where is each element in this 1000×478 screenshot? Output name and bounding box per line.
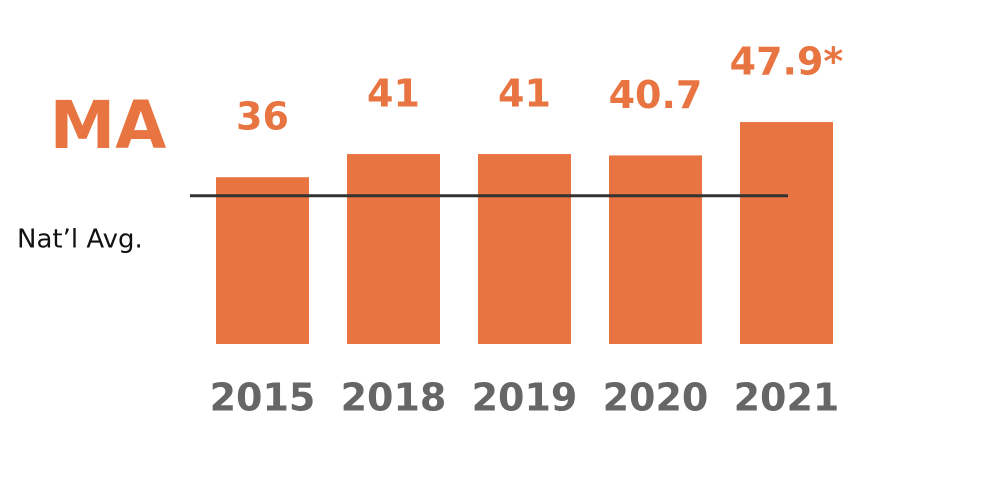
value-label: 47.9* bbox=[730, 40, 844, 84]
x-tick-label: 2015 bbox=[210, 376, 316, 420]
bar bbox=[216, 177, 309, 344]
x-tick-label: 2019 bbox=[472, 376, 578, 420]
x-tick-label: 2018 bbox=[341, 376, 447, 420]
value-label: 40.7 bbox=[609, 73, 703, 117]
bar bbox=[609, 155, 702, 344]
bar bbox=[478, 154, 571, 344]
bar bbox=[347, 154, 440, 344]
x-tick-label: 2020 bbox=[603, 376, 709, 420]
value-label: 36 bbox=[236, 95, 289, 139]
value-label: 41 bbox=[498, 72, 551, 116]
x-tick-label: 2021 bbox=[734, 376, 840, 420]
reference-label: Nat’l Avg. bbox=[17, 225, 143, 255]
chart-title: MA bbox=[50, 87, 167, 164]
bar bbox=[740, 122, 833, 345]
value-label: 41 bbox=[367, 72, 420, 116]
